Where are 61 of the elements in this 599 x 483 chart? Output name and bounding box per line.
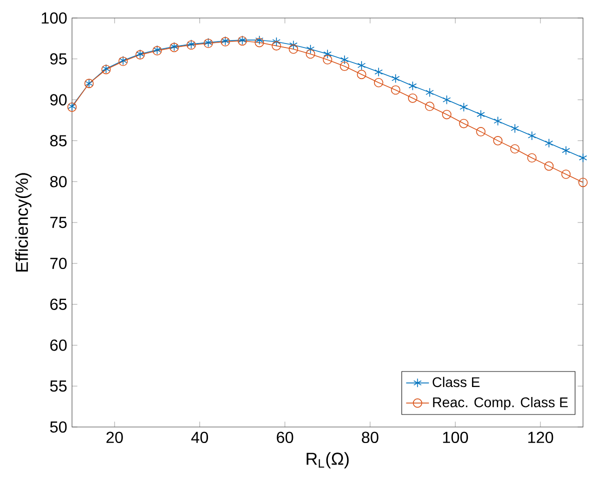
point <box>578 153 588 163</box>
point <box>408 81 417 91</box>
point <box>544 138 554 148</box>
point <box>288 44 298 54</box>
point <box>255 35 264 45</box>
point <box>408 94 418 103</box>
point <box>374 78 384 88</box>
y-tick-label: 70 <box>50 258 67 270</box>
y-tick-label: 80 <box>50 176 67 188</box>
point <box>544 161 554 171</box>
y-tick-label: 60 <box>50 340 67 351</box>
point <box>476 127 486 136</box>
x-axis-title: R$_{L}$(Ω) <box>306 452 349 468</box>
point <box>459 118 468 128</box>
y-tick-label: 75 <box>50 216 67 228</box>
point <box>510 144 520 154</box>
x-tick-label: 40 <box>191 432 208 444</box>
point <box>442 110 452 120</box>
point <box>322 55 332 64</box>
point <box>306 44 315 54</box>
x-tick-label: 80 <box>362 432 378 444</box>
x-tick-label: 120 <box>528 432 554 444</box>
point <box>272 41 282 50</box>
point <box>272 37 280 46</box>
x-tick-label: 20 <box>106 432 123 444</box>
y-tick-label: 100 <box>42 12 67 24</box>
point <box>254 38 264 48</box>
point <box>460 102 468 112</box>
y-tick-label: 65 <box>50 298 67 310</box>
point <box>510 124 519 134</box>
y-tick-label: 90 <box>50 94 67 106</box>
point <box>425 102 434 112</box>
y-tick-label: 55 <box>50 380 67 392</box>
y-axis-title: Efficiency(%) <box>15 173 32 272</box>
point <box>578 178 588 188</box>
y-tick-label: 85 <box>50 135 67 146</box>
legend-label: Reac. Comp. Class E <box>433 396 568 410</box>
point <box>340 55 349 64</box>
point <box>494 116 502 126</box>
point <box>476 110 485 120</box>
point <box>442 95 451 104</box>
point <box>493 136 503 146</box>
y-tick-label: 95 <box>50 53 67 65</box>
point <box>306 49 316 59</box>
point <box>562 146 570 156</box>
y-tick-label: 50 <box>50 421 67 433</box>
point <box>356 70 366 80</box>
point <box>527 153 537 163</box>
x-tick-label: 60 <box>276 432 294 444</box>
point <box>561 170 571 179</box>
point <box>528 131 536 140</box>
point <box>426 88 434 98</box>
point <box>392 74 400 84</box>
point <box>374 67 383 77</box>
point <box>390 85 400 95</box>
point <box>340 62 350 71</box>
point <box>357 60 366 70</box>
point <box>323 49 332 59</box>
x-tick-label: 100 <box>443 432 468 444</box>
legend-label: Class E <box>432 376 480 388</box>
point <box>289 40 298 50</box>
